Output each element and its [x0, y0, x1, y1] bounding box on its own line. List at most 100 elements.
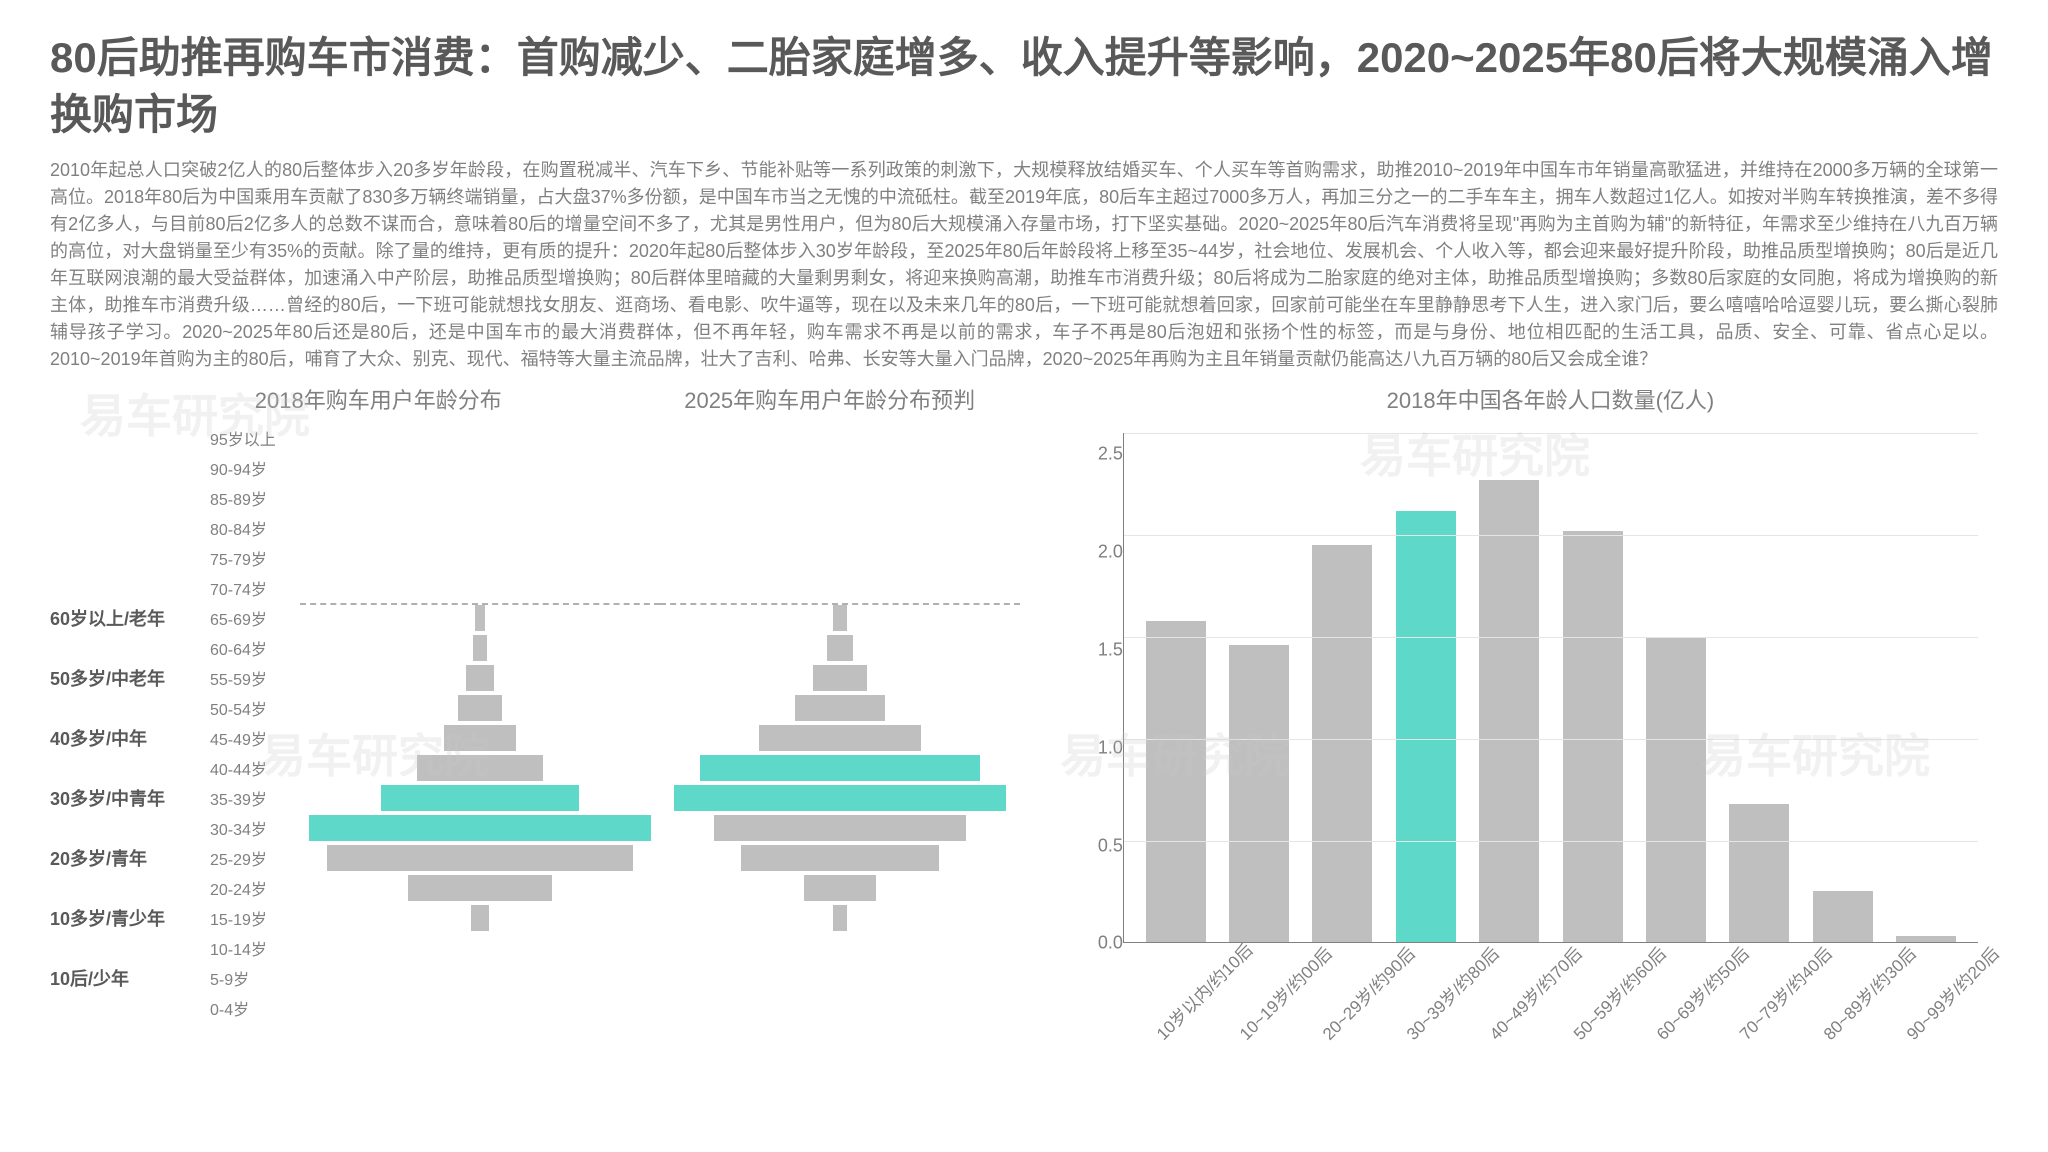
x-tick-label: 60~69岁/约50后 [1649, 985, 1709, 1045]
age-group-label: 10多岁/青少年 [50, 903, 210, 933]
age-bucket-label: 60-64岁 [210, 633, 300, 663]
left-panel: 2018年购车用户年龄分布 2025年购车用户年龄分布预判 60岁以上/老年50… [50, 383, 1063, 1063]
pyramid-row [300, 873, 660, 903]
pyramid-row [300, 993, 660, 1023]
pyramid-bar [475, 605, 486, 631]
pyramid-row [660, 813, 1020, 843]
pyramid-row [660, 753, 1020, 783]
age-bucket-label: 90-94岁 [210, 453, 300, 483]
pyramid-row [660, 723, 1020, 753]
y-tick-label: 2.0 [1073, 542, 1123, 563]
x-tick-label: 70~79岁/约40后 [1733, 985, 1793, 1045]
age-bucket-label: 25-29岁 [210, 843, 300, 873]
age-bucket-label: 0-4岁 [210, 993, 300, 1023]
pyramid-bar [417, 755, 543, 781]
pyramid-bar [381, 785, 579, 811]
pyramid-bar [473, 635, 487, 661]
age-bucket-label: 85-89岁 [210, 483, 300, 513]
pyramid-row [300, 723, 660, 753]
pyramid-bar [408, 875, 552, 901]
age-group-label [50, 933, 210, 963]
pyramid-bar [833, 605, 847, 631]
age-group-label: 60岁以上/老年 [50, 603, 210, 633]
bars [1124, 433, 1978, 942]
age-group-label [50, 633, 210, 663]
pyramid-bar [309, 815, 651, 841]
age-group-label [50, 753, 210, 783]
x-tick-label: 40~49岁/约70后 [1483, 985, 1543, 1045]
pyramid-row [300, 903, 660, 933]
age-bucket-label: 50-54岁 [210, 693, 300, 723]
y-tick-label: 1.5 [1073, 639, 1123, 660]
pyramid-row [660, 483, 1020, 513]
age-group-label: 50多岁/中老年 [50, 663, 210, 693]
age-group-label [50, 813, 210, 843]
y-tick-label: 2.5 [1073, 444, 1123, 465]
pyramid-2018 [300, 423, 660, 1063]
age-group-label [50, 873, 210, 903]
pyramid-2025 [660, 423, 1020, 1063]
age-group-label [50, 453, 210, 483]
pyramid-bar [674, 785, 1005, 811]
age-bucket-label: 95岁以上 [210, 423, 300, 453]
age-bucket-label: 75-79岁 [210, 543, 300, 573]
right-panel: 2018年中国各年龄人口数量(亿人) 2.52.01.51.00.50.0 10… [1063, 383, 1998, 1063]
pyramid-row [300, 663, 660, 693]
data-bar [1396, 511, 1456, 943]
bar-chart-title: 2018年中国各年龄人口数量(亿人) [1103, 383, 1998, 415]
pyramid-row [660, 543, 1020, 573]
pyramid-row [300, 513, 660, 543]
pyramid-row [300, 843, 660, 873]
pyramid-row [660, 693, 1020, 723]
age-bucket-label: 20-24岁 [210, 873, 300, 903]
x-tick-label: 30~39岁/约80后 [1399, 985, 1459, 1045]
pyramid-row [300, 603, 660, 633]
pyramid-bar [714, 815, 966, 841]
body-paragraph: 2010年起总人口突破2亿人的80后整体步入20多岁年龄段，在购置税减半、汽车下… [50, 157, 1998, 373]
pyramid-row [300, 453, 660, 483]
age-bucket-label: 65-69岁 [210, 603, 300, 633]
pyramid-row [660, 603, 1020, 633]
age-group-label [50, 573, 210, 603]
pyramid-bar [795, 695, 885, 721]
data-bar [1813, 891, 1873, 942]
page-title: 80后助推再购车市消费：首购减少、二胎家庭增多、收入提升等影响，2020~202… [50, 30, 1998, 143]
pyramid-bar [327, 845, 633, 871]
x-tick-label: 80~89岁/约30后 [1816, 985, 1876, 1045]
pyramid-row [660, 783, 1020, 813]
pyramid-bar [700, 755, 981, 781]
gridline [1124, 433, 1978, 434]
pyramid-row [660, 573, 1020, 603]
pyramid-row [300, 543, 660, 573]
data-bar [1146, 621, 1206, 943]
pyramid-bar [741, 845, 939, 871]
data-bar [1563, 531, 1623, 942]
pyramid-row [300, 633, 660, 663]
y-tick-label: 0.5 [1073, 835, 1123, 856]
pyramid-bar [813, 665, 867, 691]
dashed-divider [300, 603, 660, 605]
pyramid-row [300, 933, 660, 963]
pyramid-bar [458, 695, 501, 721]
pyramid-row [660, 903, 1020, 933]
age-group-label: 20多岁/青年 [50, 843, 210, 873]
age-group-label [50, 513, 210, 543]
pyramid-row [660, 933, 1020, 963]
pyramid-row [660, 993, 1020, 1023]
age-bucket-label: 30-34岁 [210, 813, 300, 843]
pyramid-2025-title: 2025年购车用户年龄分布预判 [556, 383, 1062, 415]
age-bucket-labels: 95岁以上90-94岁85-89岁80-84岁75-79岁70-74岁65-69… [210, 423, 300, 1063]
pyramid-row [300, 783, 660, 813]
y-tick-label: 1.0 [1073, 737, 1123, 758]
charts-container: 2018年购车用户年龄分布 2025年购车用户年龄分布预判 60岁以上/老年50… [50, 383, 1998, 1063]
dashed-divider [660, 603, 1020, 605]
age-group-label: 10后/少年 [50, 963, 210, 993]
age-bucket-label: 15-19岁 [210, 903, 300, 933]
age-group-label [50, 693, 210, 723]
plot-area: 10岁以内/约10后10~19岁/约00后20~29岁/约90后30~39岁/约… [1123, 433, 1978, 943]
gridline [1124, 841, 1978, 842]
pyramid-bar [833, 905, 847, 931]
pyramid-row [660, 873, 1020, 903]
pyramid-bar [759, 725, 921, 751]
pyramid-bar [466, 665, 495, 691]
